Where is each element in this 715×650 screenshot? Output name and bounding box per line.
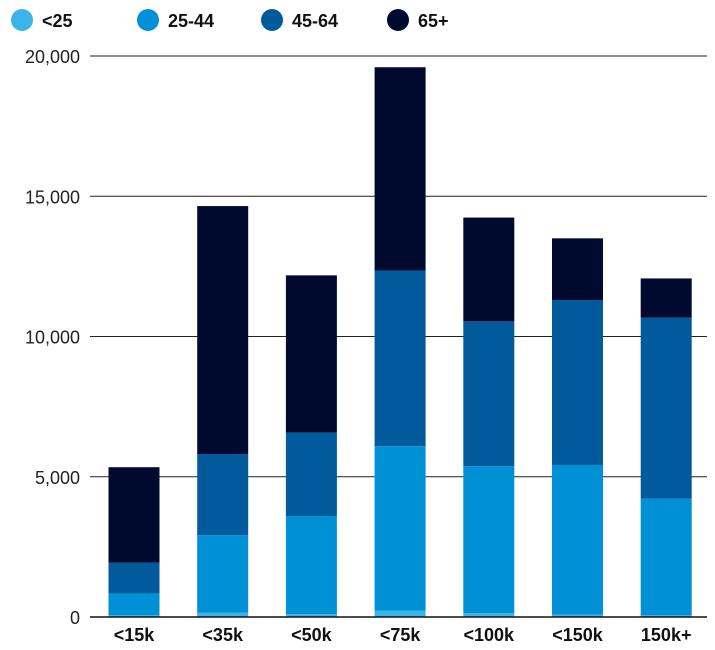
bar-segment [463,217,515,322]
legend-swatch [261,9,283,31]
bar-segment [285,516,337,615]
bar-segment [374,446,426,611]
x-tick-label: <35k [202,625,244,645]
bar-segment [374,67,426,271]
bar-segment [463,466,515,614]
legend-swatch [11,9,33,31]
bars [90,67,707,618]
y-tick-label: 0 [70,608,80,628]
bar-segment [374,270,426,447]
y-tick-label: 20,000 [25,47,80,67]
bar-segment [463,613,515,617]
bar-segment [640,498,692,616]
bar-segment [285,275,337,433]
legend-label: 65+ [418,11,449,31]
bar-segment [552,464,603,615]
bar-segment [108,467,160,563]
legend-swatch [137,9,159,31]
bar-segment [640,278,692,318]
bar-segment [552,614,603,617]
y-tick-label: 5,000 [35,468,80,488]
y-tick-label: 15,000 [25,187,80,207]
legend-label: 25-44 [168,11,214,31]
x-tick-label: <50k [291,625,333,645]
bar-segment [197,206,249,455]
x-tick-label: <15k [114,625,156,645]
bar-segment [285,614,337,617]
bar-segment [197,454,249,536]
x-tick-label: <100k [464,625,516,645]
bar-segment [108,615,160,617]
bar-segment [463,321,515,467]
y-axis-ticks: 0 5,000 10,000 15,000 20,000 [25,47,80,628]
bar-segment [285,432,337,517]
x-tick-label: <150k [552,625,604,645]
y-tick-label: 10,000 [25,328,80,348]
bar-segment [640,317,692,499]
legend-label: <25 [42,11,73,31]
bar-segment [197,535,249,613]
legend-swatch [387,9,409,31]
bar-segment [552,238,603,301]
bar-segment [197,612,249,617]
bar-segment [640,615,692,617]
x-axis-ticks: <15k <35k <50k <75k <100k <150k 150k+ [114,625,692,645]
legend-label: 45-64 [292,11,338,31]
bar-segment [108,593,160,616]
legend: <25 25-44 45-64 65+ [11,9,449,31]
bar-segment [108,562,160,594]
x-tick-label: <75k [380,625,422,645]
bar-segment [552,300,603,465]
bar-segment [374,610,426,617]
x-tick-label: 150k+ [641,625,692,645]
